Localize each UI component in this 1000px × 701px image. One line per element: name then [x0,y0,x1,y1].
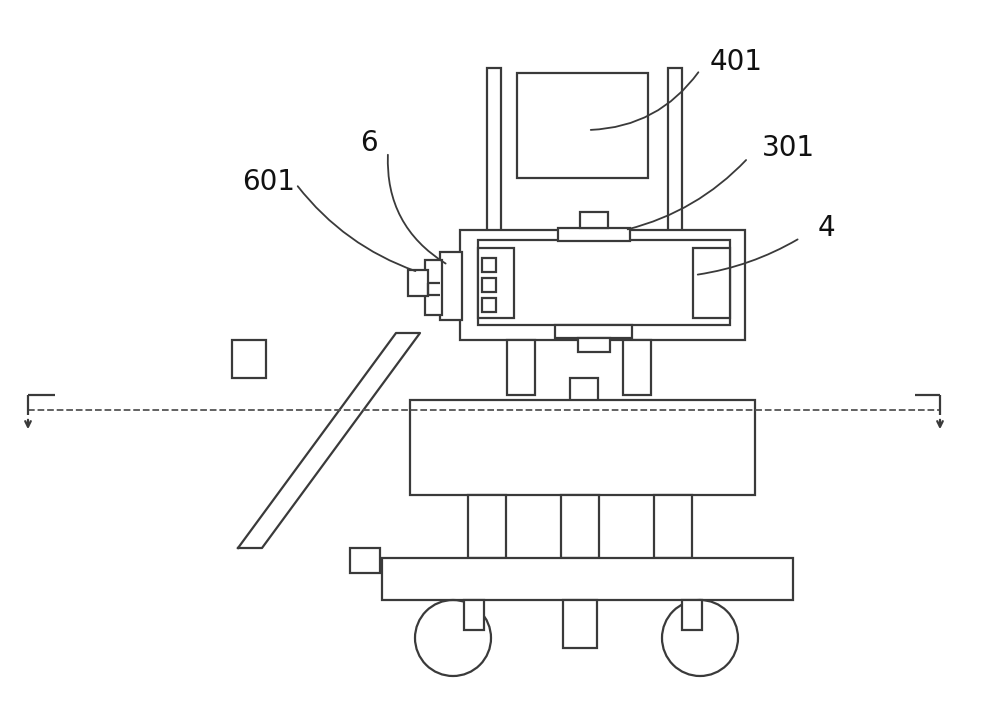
Bar [578,338,610,352]
Bar [382,558,793,600]
Bar [668,68,682,245]
Bar [464,600,484,630]
Bar [517,73,648,178]
Text: 601: 601 [242,168,295,196]
Bar [623,340,651,395]
Bar [232,340,266,378]
Bar [682,600,702,630]
Bar [482,298,496,312]
Bar [555,325,632,338]
Bar [440,252,462,320]
Bar [478,240,730,325]
Text: 6: 6 [360,129,378,157]
Text: 4: 4 [818,214,836,242]
Bar [693,248,730,318]
Bar [410,400,755,495]
Bar [561,495,599,558]
Bar [507,340,535,395]
Bar [460,230,745,340]
Bar [408,270,428,296]
Text: 301: 301 [762,134,815,162]
Bar [558,228,630,241]
Bar [654,495,692,558]
Bar [487,68,501,245]
Bar [468,495,506,558]
Bar [425,260,442,315]
Bar [478,248,514,318]
Bar [482,258,496,272]
Text: 401: 401 [710,48,763,76]
Bar [563,600,597,648]
Bar [570,378,598,405]
Bar [350,548,380,573]
Bar [580,212,608,228]
Bar [482,278,496,292]
